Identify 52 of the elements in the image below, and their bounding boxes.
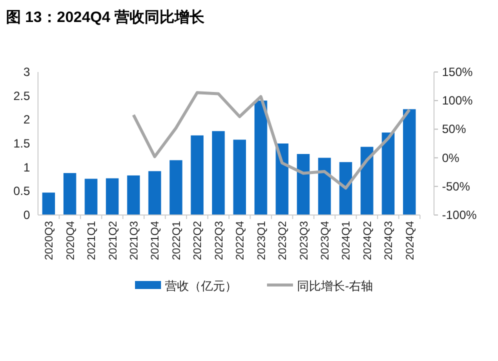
legend-label: 营收（亿元）	[165, 279, 237, 293]
y-tick-label: 0	[23, 208, 30, 222]
bar	[190, 135, 204, 215]
bar	[233, 140, 246, 215]
x-tick-label: 2022Q4	[234, 221, 247, 260]
x-tick-label: 2021Q4	[150, 221, 162, 260]
legend-label: 同比增长-右轴	[297, 279, 373, 293]
x-tick-label: 2022Q3	[213, 221, 226, 260]
bar	[403, 109, 416, 215]
y2-tick-label: 100%	[442, 94, 474, 108]
x-tick-label: 2024Q2	[362, 221, 374, 260]
bar	[212, 131, 225, 215]
x-tick-label: 2021Q3	[128, 221, 140, 260]
line-series	[132, 91, 411, 190]
x-tick-label: 2024Q1	[340, 221, 353, 260]
bar	[106, 178, 119, 215]
x-tick-label: 2022Q2	[192, 221, 204, 260]
y-tick-label: 1.5	[13, 136, 30, 150]
y-tick-label: 1	[23, 160, 30, 174]
y-tick-label: 3	[23, 65, 30, 79]
bar	[170, 160, 182, 215]
x-tick-label: 2020Q4	[64, 221, 77, 260]
x-tick-label: 2024Q3	[383, 221, 396, 260]
bar	[63, 173, 76, 215]
x-tick-label: 2021Q2	[107, 221, 120, 260]
x-tick-label: 2023Q2	[277, 221, 290, 260]
x-tick-label: 2020Q3	[44, 221, 56, 260]
x-tick-label: 2024Q4	[404, 221, 416, 260]
y2-tick-label: 50%	[442, 122, 466, 136]
bar	[84, 178, 98, 215]
bar	[254, 100, 268, 215]
x-tick-label: 2023Q1	[256, 221, 268, 260]
x-tick-label: 2022Q1	[170, 221, 183, 260]
x-tick-label: 2021Q1	[86, 221, 98, 260]
y2-tick-label: -50%	[442, 179, 470, 194]
y2-tick-label: 150%	[442, 65, 474, 79]
bar	[296, 154, 310, 215]
bar	[382, 132, 395, 215]
chart-title: 图 13：2024Q4 营收同比增长	[6, 9, 206, 26]
y2-tick-label: -100%	[442, 208, 478, 222]
y2-tick-label: 0%	[442, 150, 460, 165]
bar	[318, 158, 331, 215]
x-tick-label: 2023Q3	[298, 221, 310, 260]
y-tick-label: 0.5	[13, 184, 30, 198]
bar	[42, 192, 55, 215]
bar	[276, 144, 288, 215]
bar	[127, 175, 140, 215]
x-tick-label: 2023Q4	[320, 221, 332, 260]
bar	[360, 146, 374, 215]
y-tick-label: 2.5	[13, 88, 30, 103]
y-tick-label: 2	[23, 112, 30, 127]
bar	[148, 171, 162, 215]
